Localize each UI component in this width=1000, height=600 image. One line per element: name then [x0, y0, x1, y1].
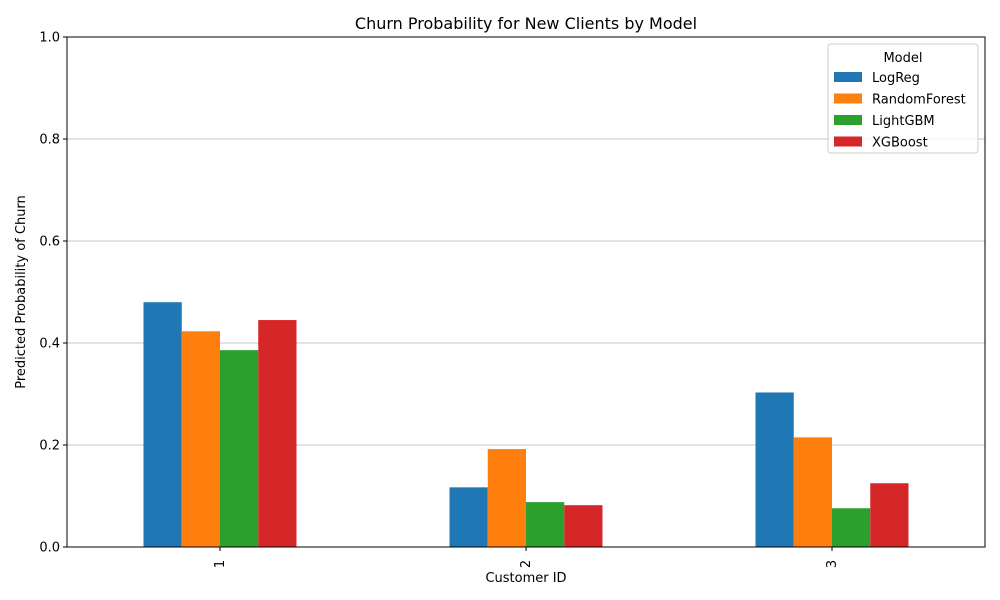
- y-axis-label: Predicted Probability of Churn: [14, 195, 29, 389]
- y-axis-ticks: 0.0 0.2 0.4 0.6 0.8 1.0: [39, 31, 67, 556]
- legend: Model LogReg RandomForest LightGBM XGBoost: [827, 43, 979, 154]
- y-tick-label: 0.6: [39, 235, 60, 250]
- bar-lightgbm-3: [832, 508, 871, 547]
- bar-lightgbm-2: [526, 502, 565, 547]
- bar-xgboost-2: [564, 505, 603, 547]
- legend-items: LogReg RandomForest LightGBM XGBoost: [834, 71, 966, 151]
- y-tick-label: 0.0: [39, 541, 60, 556]
- legend-title: Model: [883, 51, 922, 66]
- bar-logreg-3: [755, 392, 794, 547]
- bar-lightgbm-1: [220, 350, 259, 547]
- bar-logreg-1: [143, 302, 182, 547]
- bar-randomforest-3: [793, 437, 832, 547]
- y-tick-label: 0.4: [39, 337, 60, 352]
- legend-label-randomforest: RandomForest: [872, 93, 966, 108]
- x-tick-label: 3: [825, 560, 840, 568]
- bar-logreg-2: [449, 487, 488, 547]
- legend-box: [827, 43, 979, 154]
- bar-xgboost-1: [258, 320, 297, 547]
- y-tick-label: 1.0: [39, 31, 60, 46]
- legend-swatch-lightgbm: [834, 115, 862, 125]
- legend-label-xgboost: XGBoost: [872, 136, 928, 151]
- bar-xgboost-3: [870, 483, 909, 547]
- bars: [143, 302, 909, 547]
- x-axis-label: Customer ID: [485, 571, 566, 586]
- x-tick-label: 1: [213, 560, 228, 568]
- y-tick-label: 0.8: [39, 133, 60, 148]
- legend-swatch-xgboost: [834, 136, 862, 147]
- y-tick-label: 0.2: [39, 439, 60, 454]
- legend-label-logreg: LogReg: [872, 71, 920, 86]
- x-axis-ticks: 1 2 3: [213, 547, 840, 568]
- legend-label-lightgbm: LightGBM: [872, 114, 935, 129]
- chart-title: Churn Probability for New Clients by Mod…: [355, 14, 697, 33]
- x-tick-label: 2: [519, 560, 534, 568]
- legend-swatch-randomforest: [834, 93, 862, 104]
- legend-swatch-logreg: [834, 72, 862, 82]
- bar-randomforest-2: [487, 449, 526, 547]
- bar-randomforest-1: [181, 331, 220, 547]
